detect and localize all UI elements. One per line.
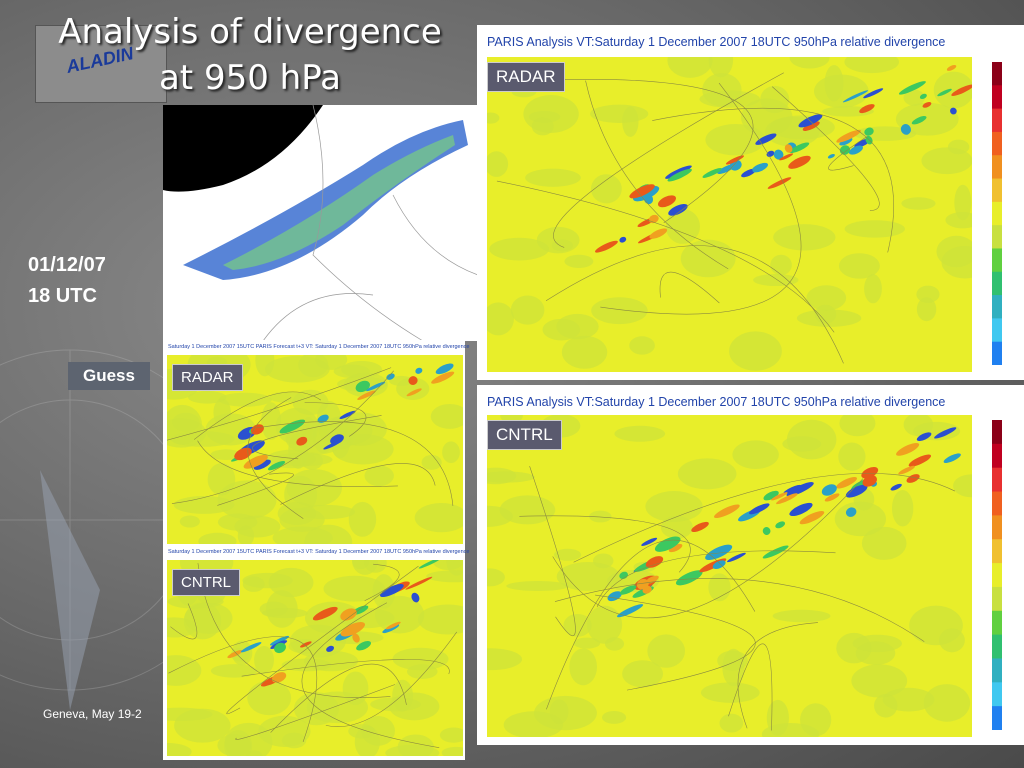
footer: Geneva, May 19-2	[43, 707, 142, 721]
panel-title: Saturday 1 December 2007 15UTC PARIS For…	[168, 549, 470, 555]
map-label: RADAR	[172, 364, 243, 391]
map-label: CNTRL	[172, 569, 241, 596]
time: 18 UTC	[28, 285, 97, 307]
divergence-map	[487, 415, 972, 737]
title-line: at 950 hPa	[158, 58, 342, 98]
radar-image	[163, 105, 478, 341]
colorbar	[992, 420, 1002, 730]
date: 01/12/07	[28, 254, 106, 276]
panel-title: PARIS Analysis VT:Saturday 1 December 20…	[487, 395, 946, 409]
title-line: Analysis of divergence	[58, 12, 442, 52]
logo: ALADIN	[35, 25, 167, 103]
divergence-map	[167, 560, 463, 756]
colorbar	[992, 62, 1002, 365]
map-label: CNTRL	[487, 420, 562, 450]
panel-title: Saturday 1 December 2007 15UTC PARIS For…	[168, 344, 470, 350]
divergence-map	[487, 57, 972, 372]
divergence-map	[167, 355, 463, 544]
map-label: RADAR	[487, 62, 565, 92]
guess-label: Guess	[68, 362, 150, 390]
panel-title: PARIS Analysis VT:Saturday 1 December 20…	[487, 35, 946, 49]
